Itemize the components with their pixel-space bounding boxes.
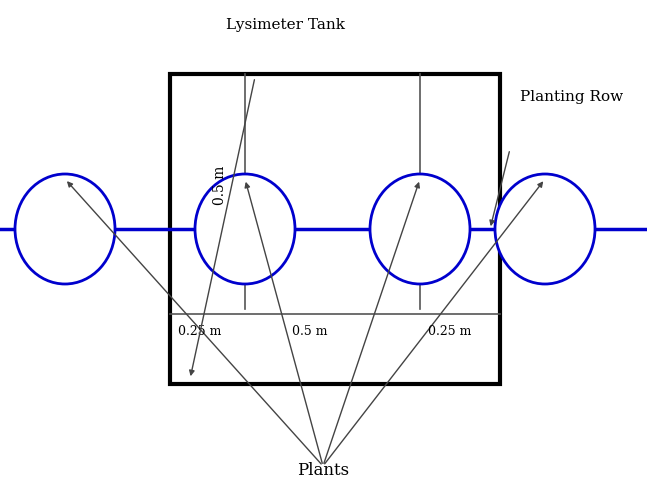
Bar xyxy=(170,75,500,384)
Text: Plants: Plants xyxy=(297,461,349,478)
Ellipse shape xyxy=(370,175,470,285)
Text: Planting Row: Planting Row xyxy=(520,90,623,104)
Ellipse shape xyxy=(195,175,295,285)
Ellipse shape xyxy=(15,175,115,285)
Text: 0.5 m: 0.5 m xyxy=(292,324,328,337)
Text: 0.5 m: 0.5 m xyxy=(213,165,227,204)
Text: 0.25 m: 0.25 m xyxy=(178,324,221,337)
Text: 0.25 m: 0.25 m xyxy=(428,324,472,337)
Text: Lysimeter Tank: Lysimeter Tank xyxy=(226,18,344,32)
Ellipse shape xyxy=(495,175,595,285)
